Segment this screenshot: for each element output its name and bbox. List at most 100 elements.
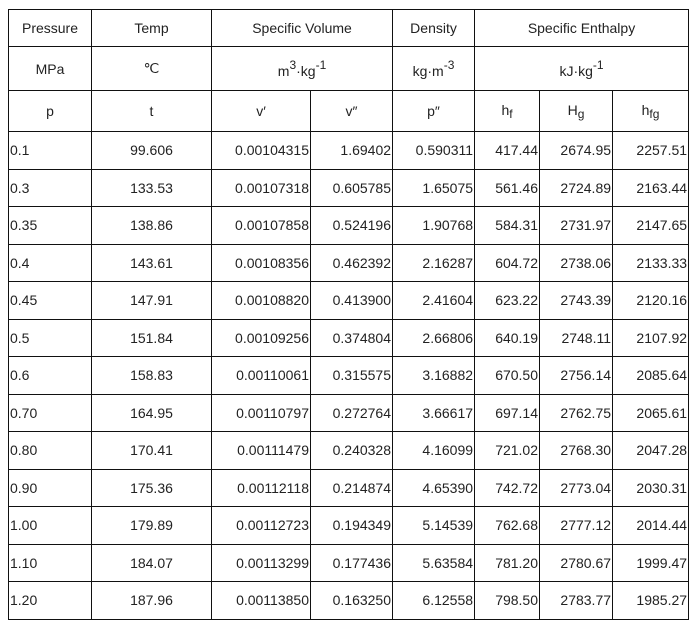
cell-temp: 151.84 bbox=[91, 318, 212, 357]
cell-hf: 623.22 bbox=[474, 281, 541, 320]
cell-hg: 2762.75 bbox=[539, 393, 614, 432]
cell-v-prime: 0.00108356 bbox=[211, 243, 311, 282]
cell-hfg: 2133.33 bbox=[612, 243, 690, 282]
cell-temp: 170.41 bbox=[91, 431, 212, 470]
cell-density: 2.16287 bbox=[392, 243, 476, 282]
table-row: 1.10 184.07 0.00113299 0.177436 5.63584 781.2… bbox=[8, 543, 690, 582]
symbol-hf: hf bbox=[474, 90, 541, 132]
cell-v-prime: 0.00107858 bbox=[211, 206, 311, 245]
cell-density: 1.65075 bbox=[392, 168, 476, 207]
cell-hg: 2743.39 bbox=[539, 281, 614, 320]
header-specific-volume: Specific Volume bbox=[210, 9, 394, 47]
cell-temp: 179.89 bbox=[91, 506, 212, 545]
cell-pressure: 0.90 bbox=[8, 468, 92, 507]
unit-density: kg·m-3 bbox=[392, 46, 476, 91]
symbol-hfg: hfg bbox=[612, 90, 690, 132]
cell-v-double-prime: 0.413900 bbox=[309, 281, 394, 320]
table-row: 0.70 164.95 0.00110797 0.272764 3.66617 697.1… bbox=[8, 393, 690, 432]
cell-v-prime: 0.00113299 bbox=[211, 543, 311, 582]
cell-v-double-prime: 0.462392 bbox=[309, 243, 394, 282]
cell-v-prime: 0.00107318 bbox=[211, 168, 311, 207]
cell-hfg: 2120.16 bbox=[612, 281, 690, 320]
table-row: 0.45 147.91 0.00108820 0.413900 2.41604 623.2… bbox=[8, 281, 690, 320]
cell-hfg: 1999.47 bbox=[612, 543, 690, 582]
cell-density: 2.41604 bbox=[392, 281, 476, 320]
cell-hf: 742.72 bbox=[474, 468, 541, 507]
cell-v-double-prime: 0.214874 bbox=[309, 468, 394, 507]
cell-hfg: 2107.92 bbox=[612, 318, 690, 357]
table-row: 0.3 133.53 0.00107318 0.605785 1.65075 561.46… bbox=[8, 168, 690, 207]
table-row: 0.6 158.83 0.00110061 0.315575 3.16882 670.50… bbox=[8, 356, 690, 395]
cell-temp: 133.53 bbox=[91, 168, 212, 207]
header-row-units: MPa ℃ m3·kg-1 kg·m-3 kJ·kg-1 bbox=[8, 46, 690, 91]
cell-pressure: 0.80 bbox=[8, 431, 92, 470]
cell-v-double-prime: 0.177436 bbox=[309, 543, 394, 582]
cell-pressure: 0.70 bbox=[8, 393, 92, 432]
table-row: 0.1 99.606 0.00104315 1.69402 0.590311 417.44… bbox=[8, 131, 690, 170]
cell-v-prime: 0.00112723 bbox=[211, 506, 311, 545]
cell-hfg: 2065.61 bbox=[612, 393, 690, 432]
cell-v-prime: 0.00108820 bbox=[211, 281, 311, 320]
cell-temp: 164.95 bbox=[91, 393, 212, 432]
cell-hf: 640.19 bbox=[474, 318, 541, 357]
cell-temp: 175.36 bbox=[91, 468, 212, 507]
cell-pressure: 1.00 bbox=[8, 506, 92, 545]
cell-v-double-prime: 0.194349 bbox=[309, 506, 394, 545]
header-pressure: Pressure bbox=[8, 9, 92, 47]
unit-volume-a: m bbox=[277, 63, 290, 79]
symbol-v-double-prime: v″ bbox=[309, 90, 394, 132]
cell-v-double-prime: 0.163250 bbox=[309, 581, 394, 620]
table-row: 0.90 175.36 0.00112118 0.214874 4.65390 742.7… bbox=[8, 468, 690, 507]
unit-enthalpy-sup: -1 bbox=[592, 58, 604, 72]
symbol-hg: Hg bbox=[539, 90, 614, 132]
cell-density: 4.16099 bbox=[392, 431, 476, 470]
cell-hg: 2768.30 bbox=[539, 431, 614, 470]
cell-temp: 138.86 bbox=[91, 206, 212, 245]
cell-hfg: 2257.51 bbox=[612, 131, 690, 170]
cell-hf: 762.68 bbox=[474, 506, 541, 545]
cell-density: 3.66617 bbox=[392, 393, 476, 432]
symbol-hfg-sub: fg bbox=[649, 106, 660, 121]
cell-density: 5.63584 bbox=[392, 543, 476, 582]
symbol-hf-sub: f bbox=[509, 106, 513, 121]
table-row: 1.00 179.89 0.00112723 0.194349 5.14539 762.6… bbox=[8, 506, 690, 545]
cell-hg: 2674.95 bbox=[539, 131, 614, 170]
header-specific-enthalpy: Specific Enthalpy bbox=[474, 9, 690, 47]
unit-density-a: kg·m bbox=[412, 63, 444, 79]
table-row: 0.5 151.84 0.00109256 0.374804 2.66806 640.19… bbox=[8, 318, 690, 357]
symbol-p: p bbox=[8, 90, 92, 132]
symbol-hg-base: H bbox=[567, 101, 578, 118]
cell-pressure: 1.20 bbox=[8, 581, 92, 620]
cell-v-double-prime: 0.272764 bbox=[309, 393, 394, 432]
cell-density: 4.65390 bbox=[392, 468, 476, 507]
cell-temp: 184.07 bbox=[91, 543, 212, 582]
cell-v-double-prime: 0.374804 bbox=[309, 318, 394, 357]
symbol-t: t bbox=[91, 90, 212, 132]
unit-density-sup: -3 bbox=[443, 58, 455, 72]
unit-enthalpy: kJ·kg-1 bbox=[474, 46, 690, 91]
cell-hfg: 2030.31 bbox=[612, 468, 690, 507]
unit-volume-a-sup: 3 bbox=[289, 58, 297, 72]
cell-hfg: 1985.27 bbox=[612, 581, 690, 620]
symbol-hfg-base: h bbox=[641, 101, 650, 118]
cell-v-double-prime: 0.315575 bbox=[309, 356, 394, 395]
unit-volume-b-sup: -1 bbox=[315, 58, 327, 72]
cell-hf: 417.44 bbox=[474, 131, 541, 170]
cell-hf: 584.31 bbox=[474, 206, 541, 245]
cell-temp: 143.61 bbox=[91, 243, 212, 282]
cell-hg: 2756.14 bbox=[539, 356, 614, 395]
cell-density: 5.14539 bbox=[392, 506, 476, 545]
table-body: 0.1 99.606 0.00104315 1.69402 0.590311 417.44… bbox=[8, 131, 690, 620]
cell-v-prime: 0.00111479 bbox=[211, 431, 311, 470]
cell-pressure: 0.6 bbox=[8, 356, 92, 395]
header-density: Density bbox=[392, 9, 476, 47]
table-row: 1.20 187.96 0.00113850 0.163250 6.12558 798.5… bbox=[8, 581, 690, 620]
cell-density: 3.16882 bbox=[392, 356, 476, 395]
cell-v-double-prime: 0.605785 bbox=[309, 168, 394, 207]
cell-pressure: 1.10 bbox=[8, 543, 92, 582]
symbol-hg-sub: g bbox=[577, 106, 585, 121]
cell-v-prime: 0.00113850 bbox=[211, 581, 311, 620]
header-row-symbols: p t v′ v″ p″ hf Hg hfg bbox=[8, 90, 690, 132]
cell-hfg: 2085.64 bbox=[612, 356, 690, 395]
cell-hf: 781.20 bbox=[474, 543, 541, 582]
